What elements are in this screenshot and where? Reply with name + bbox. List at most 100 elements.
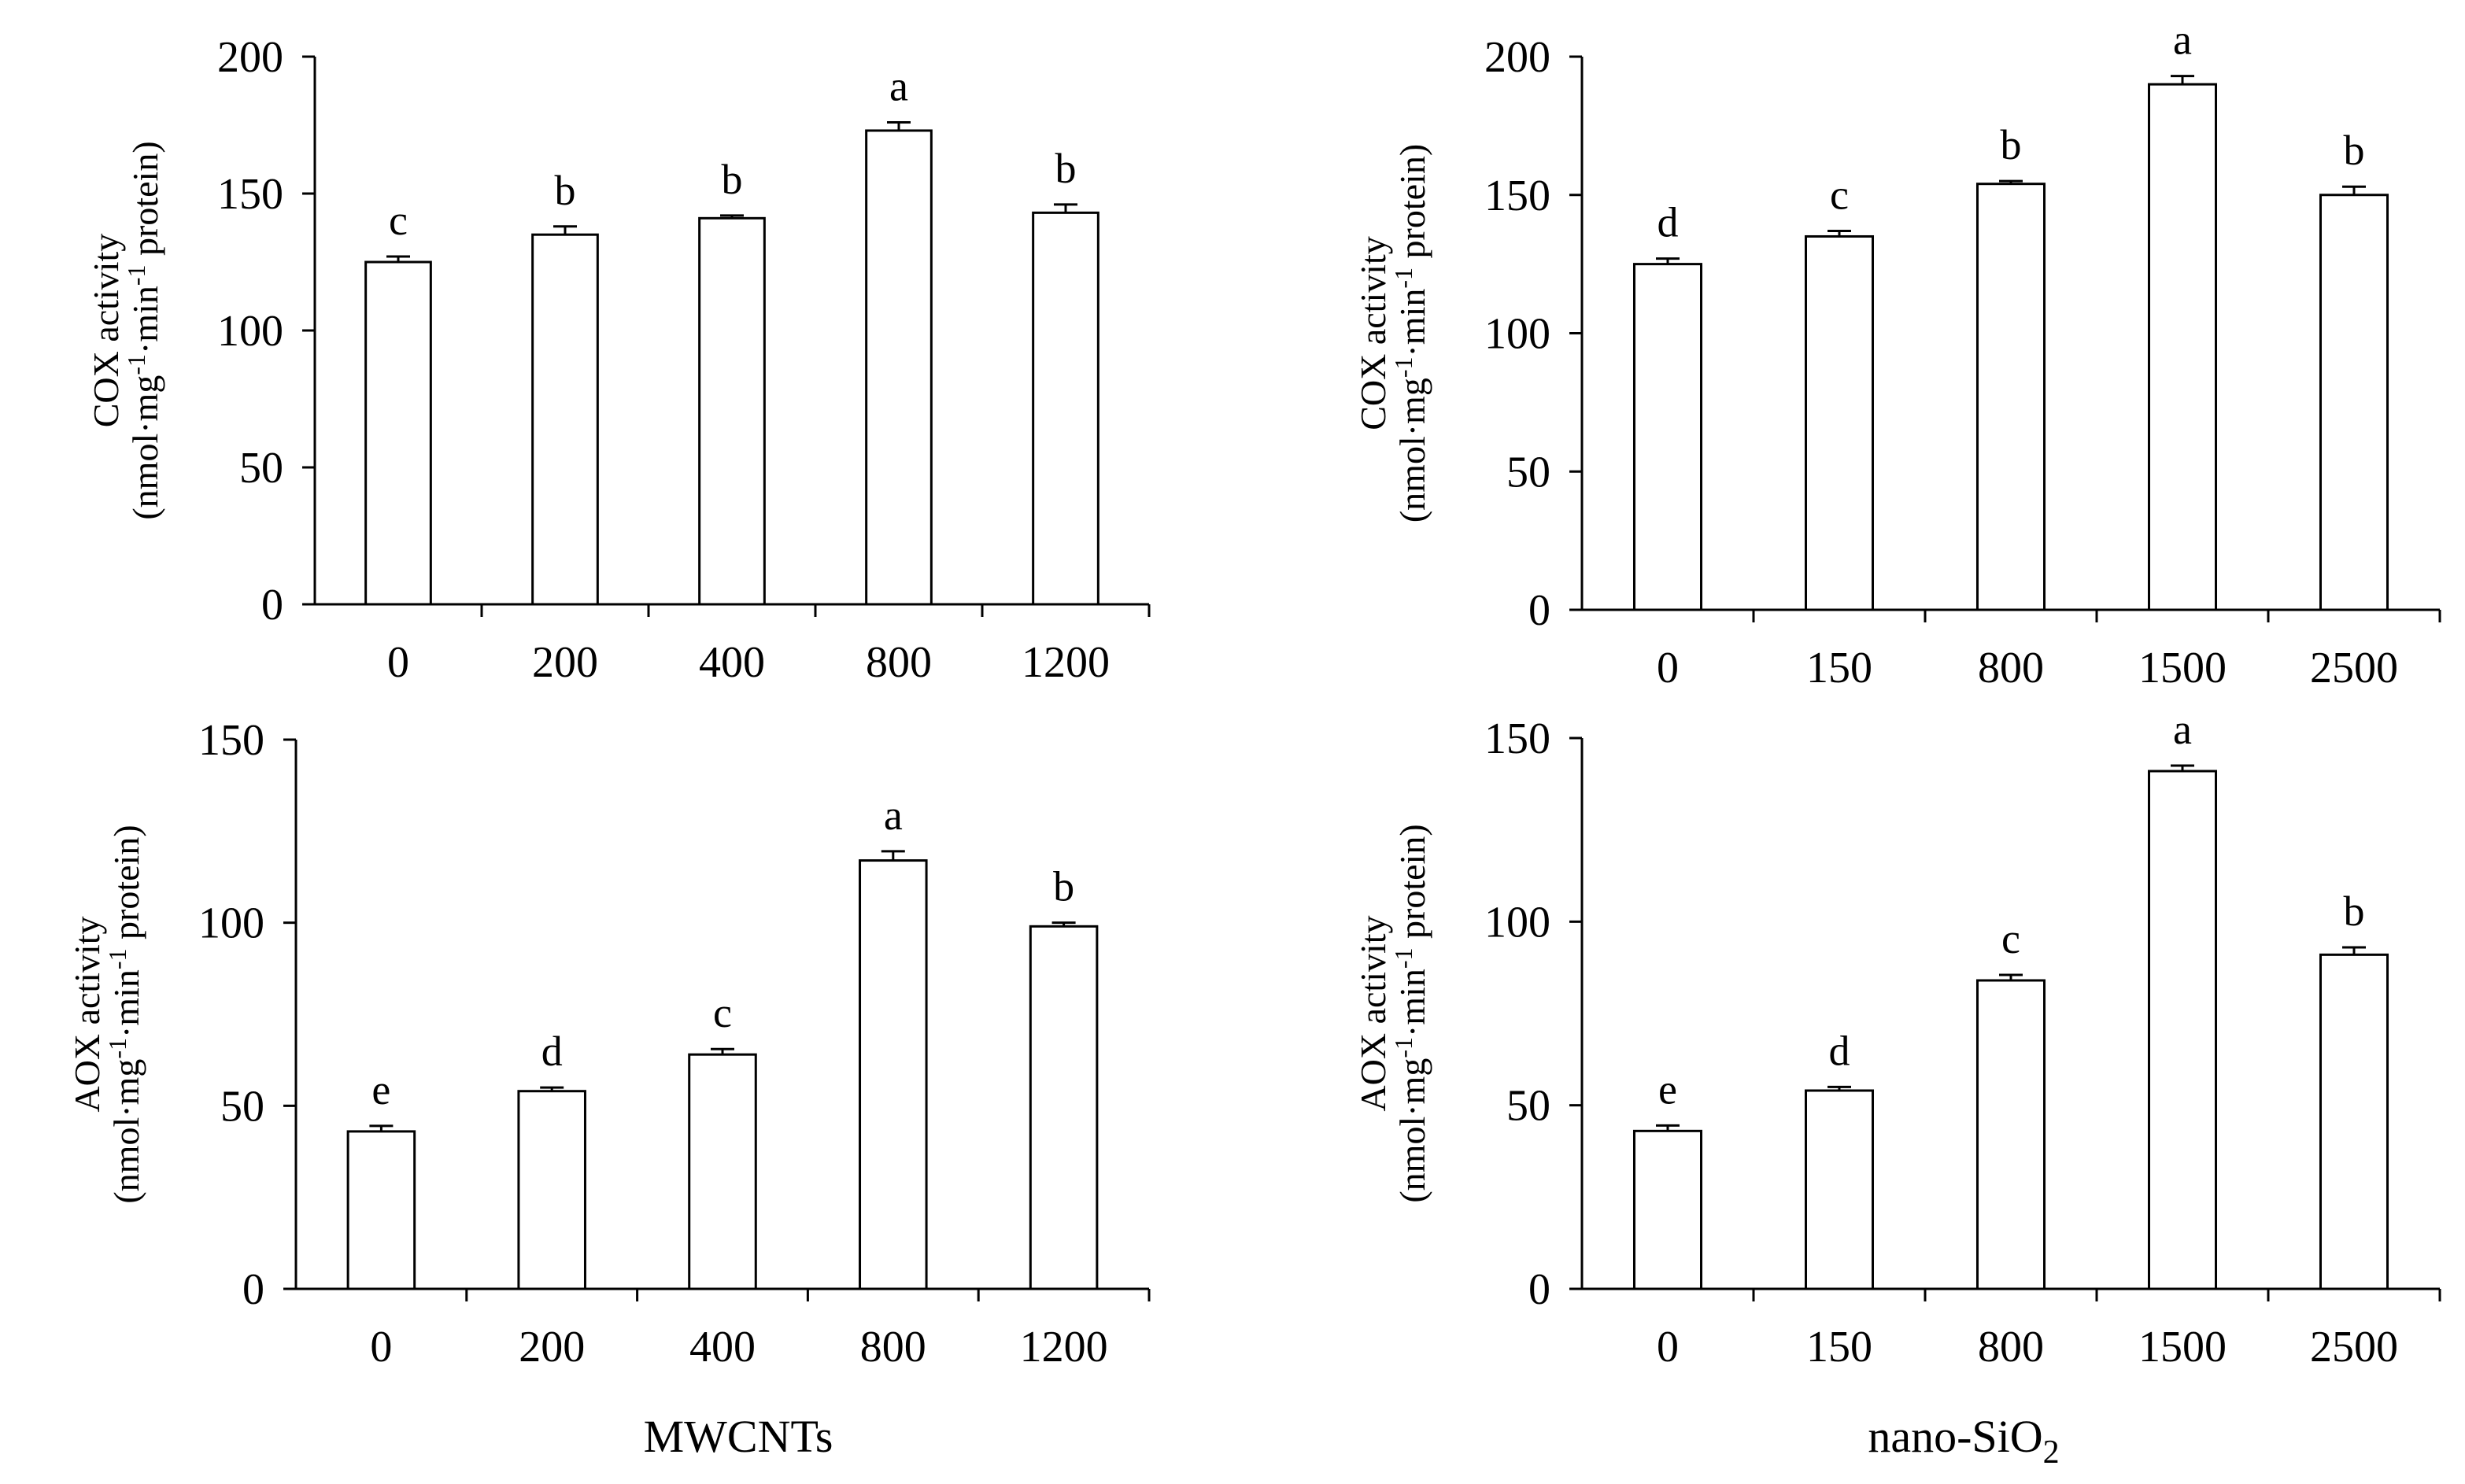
cox-nanosio2-bar-1500 bbox=[2147, 83, 2218, 611]
cox-nanosio2-ylabel-line1: COX activity bbox=[1353, 236, 1393, 430]
aox-nanosio2-sig-letter-150: d bbox=[1829, 1027, 1850, 1074]
aox-nanosio2-ylabel-part: protein) bbox=[1392, 824, 1432, 947]
cox-mwcnts-xtick-label-0: 0 bbox=[387, 638, 409, 687]
aox-mwcnts-ytick-label-50: 50 bbox=[220, 1082, 264, 1131]
aox-mwcnts-ylabel-part: ·min bbox=[106, 969, 146, 1038]
aox-mwcnts-bar-0 bbox=[346, 1130, 416, 1290]
cox-nanosio2-xtick-label-0: 0 bbox=[1657, 644, 1679, 692]
cox-mwcnts-ytick-label-150: 150 bbox=[217, 170, 283, 219]
aox-mwcnts-sig-letter-1200: b bbox=[1053, 863, 1074, 910]
cox-mwcnts-bar-0 bbox=[364, 260, 432, 606]
cox-mwcnts-bar-1200 bbox=[1032, 211, 1099, 606]
x-title-nanosio2: nano-SiO2 bbox=[1868, 1411, 2059, 1471]
cox-mwcnts-ytick-label-0: 0 bbox=[261, 581, 283, 629]
aox-nanosio2-ylabel-part: (nmol·mg bbox=[1392, 1058, 1432, 1203]
aox-nanosio2-bar-800 bbox=[1975, 979, 2046, 1290]
aox-mwcnts-xtick-label-800: 800 bbox=[860, 1323, 926, 1371]
aox-nanosio2-bar-0 bbox=[1632, 1129, 1703, 1290]
cox-mwcnts-sig-letter-1200: b bbox=[1055, 145, 1077, 192]
cox-mwcnts-xtick-label-200: 200 bbox=[532, 638, 598, 687]
cox-mwcnts-xtick-label-400: 400 bbox=[699, 638, 765, 687]
cox-mwcnts-ylabel-line2: (nmol·mg-1·min-1 protein) bbox=[122, 141, 165, 519]
cox-nanosio2-sig-letter-1500: a bbox=[2173, 17, 2192, 64]
cox-nanosio2-sig-letter-0: d bbox=[1658, 199, 1679, 246]
x-title-nanosio2-base: nano-SiO bbox=[1868, 1411, 2042, 1462]
cox-mwcnts-ytick-label-100: 100 bbox=[217, 307, 283, 356]
aox-mwcnts-ylabel-part: (nmol·mg bbox=[106, 1059, 146, 1204]
cox-nanosio2-xtick-label-2500: 2500 bbox=[2310, 644, 2398, 692]
aox-mwcnts-ytick-label-150: 150 bbox=[198, 716, 264, 765]
cox-nanosio2-bar-150 bbox=[1804, 234, 1875, 611]
aox-nanosio2-ylabel-superscript: -1 bbox=[1389, 947, 1417, 969]
aox-nanosio2-ylabel-part: ·min bbox=[1392, 969, 1432, 1037]
aox-nanosio2-bar-150 bbox=[1804, 1089, 1875, 1290]
cox-mwcnts-ytick-label-200: 200 bbox=[217, 33, 283, 82]
cox-mwcnts-ylabel-part: ·min bbox=[125, 286, 165, 354]
cox-mwcnts-xtick-label-800: 800 bbox=[866, 638, 932, 687]
aox-nanosio2-sig-letter-0: e bbox=[1658, 1065, 1677, 1113]
panel-aox-mwcnts: 0 50 100 150 e 0 d 200 c 400 a 800 b 1200 AOX activity… bbox=[67, 716, 1151, 1371]
cox-nanosio2-xtick-label-1500: 1500 bbox=[2138, 644, 2227, 692]
x-title-mwcnts: MWCNTs bbox=[644, 1411, 833, 1462]
aox-mwcnts-ylabel-superscript: -1 bbox=[103, 948, 131, 969]
aox-nanosio2-sig-letter-1500: a bbox=[2173, 706, 2192, 753]
aox-nanosio2-ytick-label-150: 150 bbox=[1484, 714, 1550, 763]
aox-nanosio2-ytick-label-50: 50 bbox=[1506, 1082, 1550, 1131]
cox-nanosio2-bar-800 bbox=[1975, 183, 2046, 611]
aox-nanosio2-xtick-label-1500: 1500 bbox=[2138, 1323, 2227, 1371]
aox-mwcnts-ylabel-part: protein) bbox=[106, 825, 146, 948]
cox-mwcnts-sig-letter-800: a bbox=[889, 63, 908, 110]
cox-mwcnts-sig-letter-200: b bbox=[555, 167, 576, 214]
aox-nanosio2-ytick-label-100: 100 bbox=[1484, 898, 1550, 947]
aox-mwcnts-bar-1200 bbox=[1029, 925, 1099, 1290]
cox-nanosio2-bar-0 bbox=[1632, 263, 1703, 611]
aox-nanosio2-ytick-label-0: 0 bbox=[1528, 1265, 1550, 1314]
aox-nanosio2-bar-2500 bbox=[2319, 953, 2389, 1290]
cox-nanosio2-ylabel-part: (nmol·mg bbox=[1392, 378, 1432, 522]
aox-mwcnts-sig-letter-400: c bbox=[713, 989, 732, 1036]
aox-nanosio2-xtick-label-150: 150 bbox=[1806, 1323, 1872, 1371]
cox-mwcnts-ylabel-superscript: -1 bbox=[122, 264, 150, 286]
cox-nanosio2-bar-2500 bbox=[2319, 194, 2389, 611]
aox-mwcnts-sig-letter-200: d bbox=[541, 1028, 563, 1075]
aox-mwcnts-xtick-label-0: 0 bbox=[370, 1323, 392, 1371]
cox-nanosio2-xtick-label-800: 800 bbox=[1978, 644, 2044, 692]
cox-nanosio2-ylabel-line2: (nmol·mg-1·min-1 protein) bbox=[1389, 144, 1432, 522]
cox-mwcnts-bar-400 bbox=[698, 216, 766, 606]
aox-mwcnts-ylabel-superscript: -1 bbox=[103, 1038, 131, 1059]
aox-nanosio2-xtick-label-800: 800 bbox=[1978, 1323, 2044, 1371]
cox-mwcnts-ylabel-line1: COX activity bbox=[86, 234, 126, 428]
aox-nanosio2-xtick-label-0: 0 bbox=[1657, 1323, 1679, 1371]
cox-nanosio2-ylabel-superscript: -1 bbox=[1389, 268, 1417, 289]
aox-mwcnts-sig-letter-0: e bbox=[371, 1066, 390, 1113]
cox-nanosio2-ylabel-superscript: -1 bbox=[1389, 357, 1417, 378]
cox-nanosio2-ytick-label-0: 0 bbox=[1528, 586, 1550, 635]
aox-nanosio2-xtick-label-2500: 2500 bbox=[2310, 1323, 2398, 1371]
cox-mwcnts-bar-200 bbox=[531, 233, 599, 606]
cox-nanosio2-ylabel-part: protein) bbox=[1392, 144, 1432, 268]
aox-mwcnts-xtick-label-200: 200 bbox=[519, 1323, 585, 1371]
cox-nanosio2-sig-letter-150: c bbox=[1830, 171, 1849, 218]
cox-nanosio2-ytick-label-50: 50 bbox=[1506, 448, 1550, 497]
aox-mwcnts-bar-800 bbox=[859, 859, 928, 1290]
cox-mwcnts-sig-letter-400: b bbox=[722, 156, 743, 203]
cox-nanosio2-ytick-label-200: 200 bbox=[1484, 33, 1550, 82]
aox-nanosio2-ylabel-superscript: -1 bbox=[1389, 1037, 1417, 1058]
aox-mwcnts-xtick-label-400: 400 bbox=[689, 1323, 756, 1371]
cox-nanosio2-sig-letter-800: b bbox=[2001, 121, 2022, 168]
aox-nanosio2-sig-letter-2500: b bbox=[2344, 888, 2365, 935]
aox-nanosio2-sig-letter-800: c bbox=[2001, 915, 2020, 962]
panel-aox-nanosio2: 0 50 100 150 e 0 d 150 c 800 a 1500 b 2500 AOX activit… bbox=[1353, 706, 2441, 1371]
aox-mwcnts-ylabel-line1: AOX activity bbox=[67, 916, 107, 1112]
panel-cox-nanosio2: 0 50 100 150 200 d 0 c 150 b 800 a 1500 b 2500 COX acti… bbox=[1353, 17, 2441, 692]
aox-nanosio2-ylabel-line1: AOX activity bbox=[1353, 915, 1393, 1111]
aox-mwcnts-xtick-label-1200: 1200 bbox=[1020, 1323, 1108, 1371]
panel-cox-mwcnts: 0 50 100 150 200 c 0 b 200 b 400 a 800 b 1200 COX activ… bbox=[86, 33, 1151, 687]
cox-nanosio2-sig-letter-2500: b bbox=[2344, 127, 2365, 174]
aox-mwcnts-bar-200 bbox=[517, 1090, 586, 1290]
cox-nanosio2-ylabel-part: ·min bbox=[1392, 289, 1432, 357]
cox-mwcnts-bar-800 bbox=[865, 129, 933, 606]
aox-mwcnts-ytick-label-0: 0 bbox=[242, 1265, 264, 1314]
cox-mwcnts-ylabel-superscript: -1 bbox=[122, 354, 150, 375]
